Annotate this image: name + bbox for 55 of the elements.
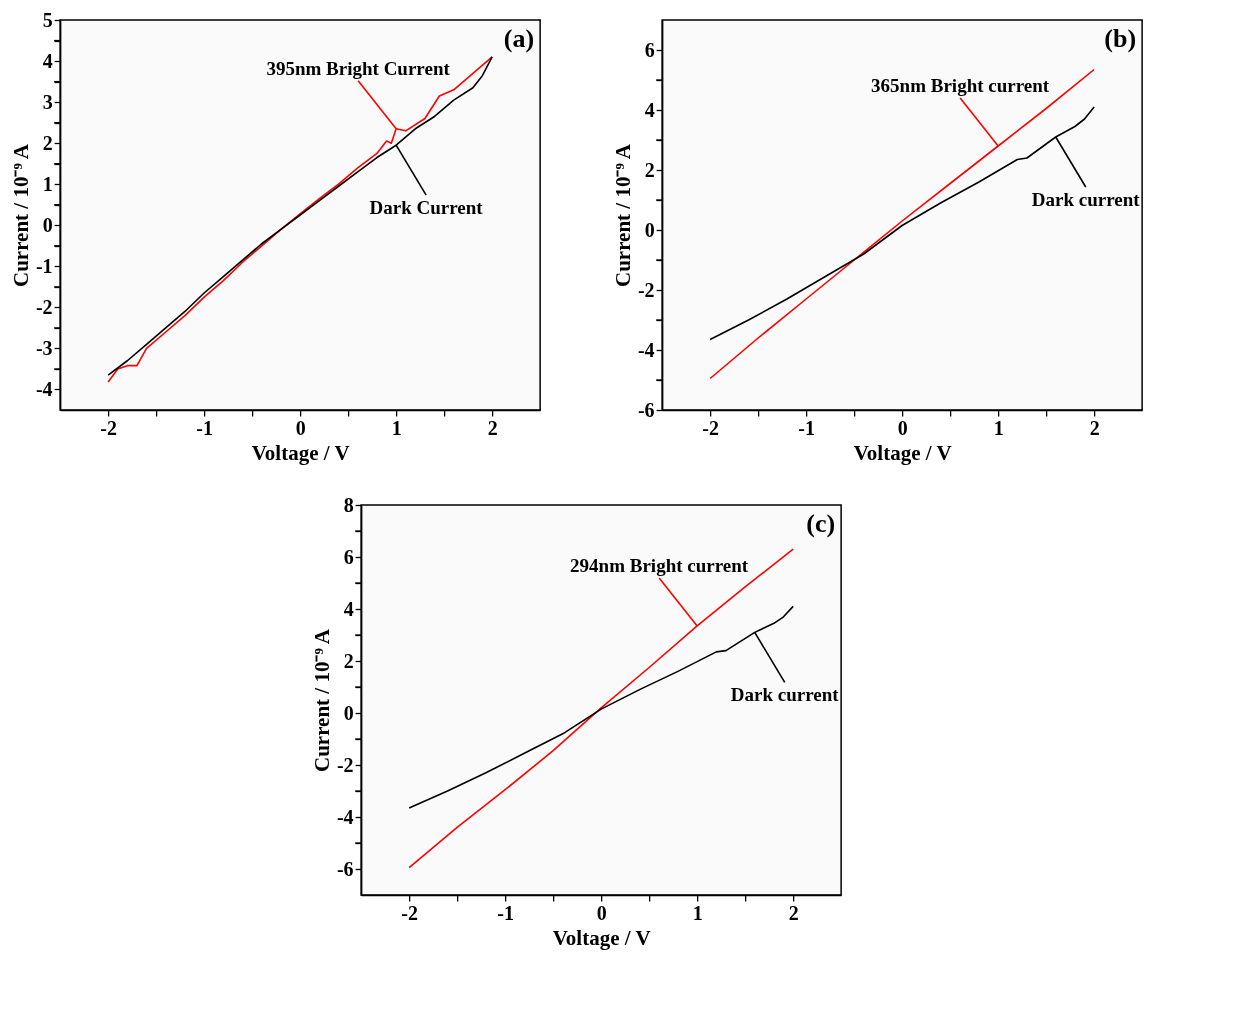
x-tick-label: -1 [497, 901, 514, 924]
y-tick-label: 6 [343, 545, 354, 568]
y-axis-title: Current / 10⁻⁹ A [8, 143, 33, 287]
x-axis-title: Voltage / V [552, 925, 651, 950]
x-tick-label: 1 [391, 416, 402, 439]
series-label: Dark current [1031, 189, 1141, 210]
y-tick-label: -6 [336, 857, 354, 880]
annotation: (a) [503, 24, 535, 53]
x-tick-label: -2 [401, 901, 418, 924]
x-tick-label: 1 [993, 416, 1004, 439]
y-tick-label: -1 [35, 254, 53, 277]
y-tick-label: 0 [644, 218, 655, 241]
y-tick-label: 6 [644, 38, 655, 61]
y-tick-label: 4 [343, 597, 354, 620]
x-tick-label: -1 [196, 416, 213, 439]
y-tick-label: 0 [42, 213, 53, 236]
series-label: 395nm Bright Current [266, 57, 451, 79]
x-tick-label: 2 [1089, 416, 1100, 439]
x-tick-label: 2 [487, 416, 498, 439]
series-label: 294nm Bright current [570, 554, 749, 576]
x-tick-label: -1 [798, 416, 815, 439]
y-tick-label: -3 [35, 336, 53, 359]
x-axis-title: Voltage / V [251, 440, 350, 465]
y-axis-title: Current / 10⁻⁹ A [309, 628, 334, 772]
y-axis-title: Current / 10⁻⁹ A [610, 143, 635, 287]
x-tick-label: -2 [100, 416, 117, 439]
series-label: Dark current [730, 684, 840, 706]
y-tick-label: -4 [35, 377, 53, 400]
x-tick-label: 1 [692, 901, 703, 924]
y-tick-label: 3 [42, 90, 53, 113]
y-tick-label: 4 [644, 98, 655, 121]
y-tick-label: 1 [42, 172, 53, 195]
annotation: (c) [806, 509, 836, 538]
y-tick-label: -4 [637, 338, 655, 361]
annotation: (b) [1104, 24, 1137, 53]
y-tick-label: 2 [644, 158, 655, 181]
series-label: 365nm Bright current [871, 75, 1050, 96]
series-label: Dark Current [369, 197, 484, 219]
y-tick-label: 4 [42, 49, 53, 72]
x-tick-label: 0 [295, 416, 306, 439]
y-tick-label: 8 [343, 493, 354, 516]
y-tick-label: 2 [343, 649, 354, 672]
y-tick-label: 0 [343, 701, 354, 724]
y-tick-label: 5 [42, 8, 53, 31]
x-tick-label: -2 [702, 416, 719, 439]
y-tick-label: -2 [35, 295, 53, 318]
y-tick-label: -2 [336, 753, 354, 776]
y-tick-label: -2 [637, 278, 655, 301]
y-tick-label: -4 [336, 805, 354, 828]
x-tick-label: 0 [596, 901, 607, 924]
x-tick-label: 0 [897, 416, 908, 439]
y-tick-label: 2 [42, 131, 53, 154]
x-tick-label: 2 [788, 901, 799, 924]
y-tick-label: -6 [637, 398, 655, 421]
x-axis-title: Voltage / V [853, 440, 952, 465]
